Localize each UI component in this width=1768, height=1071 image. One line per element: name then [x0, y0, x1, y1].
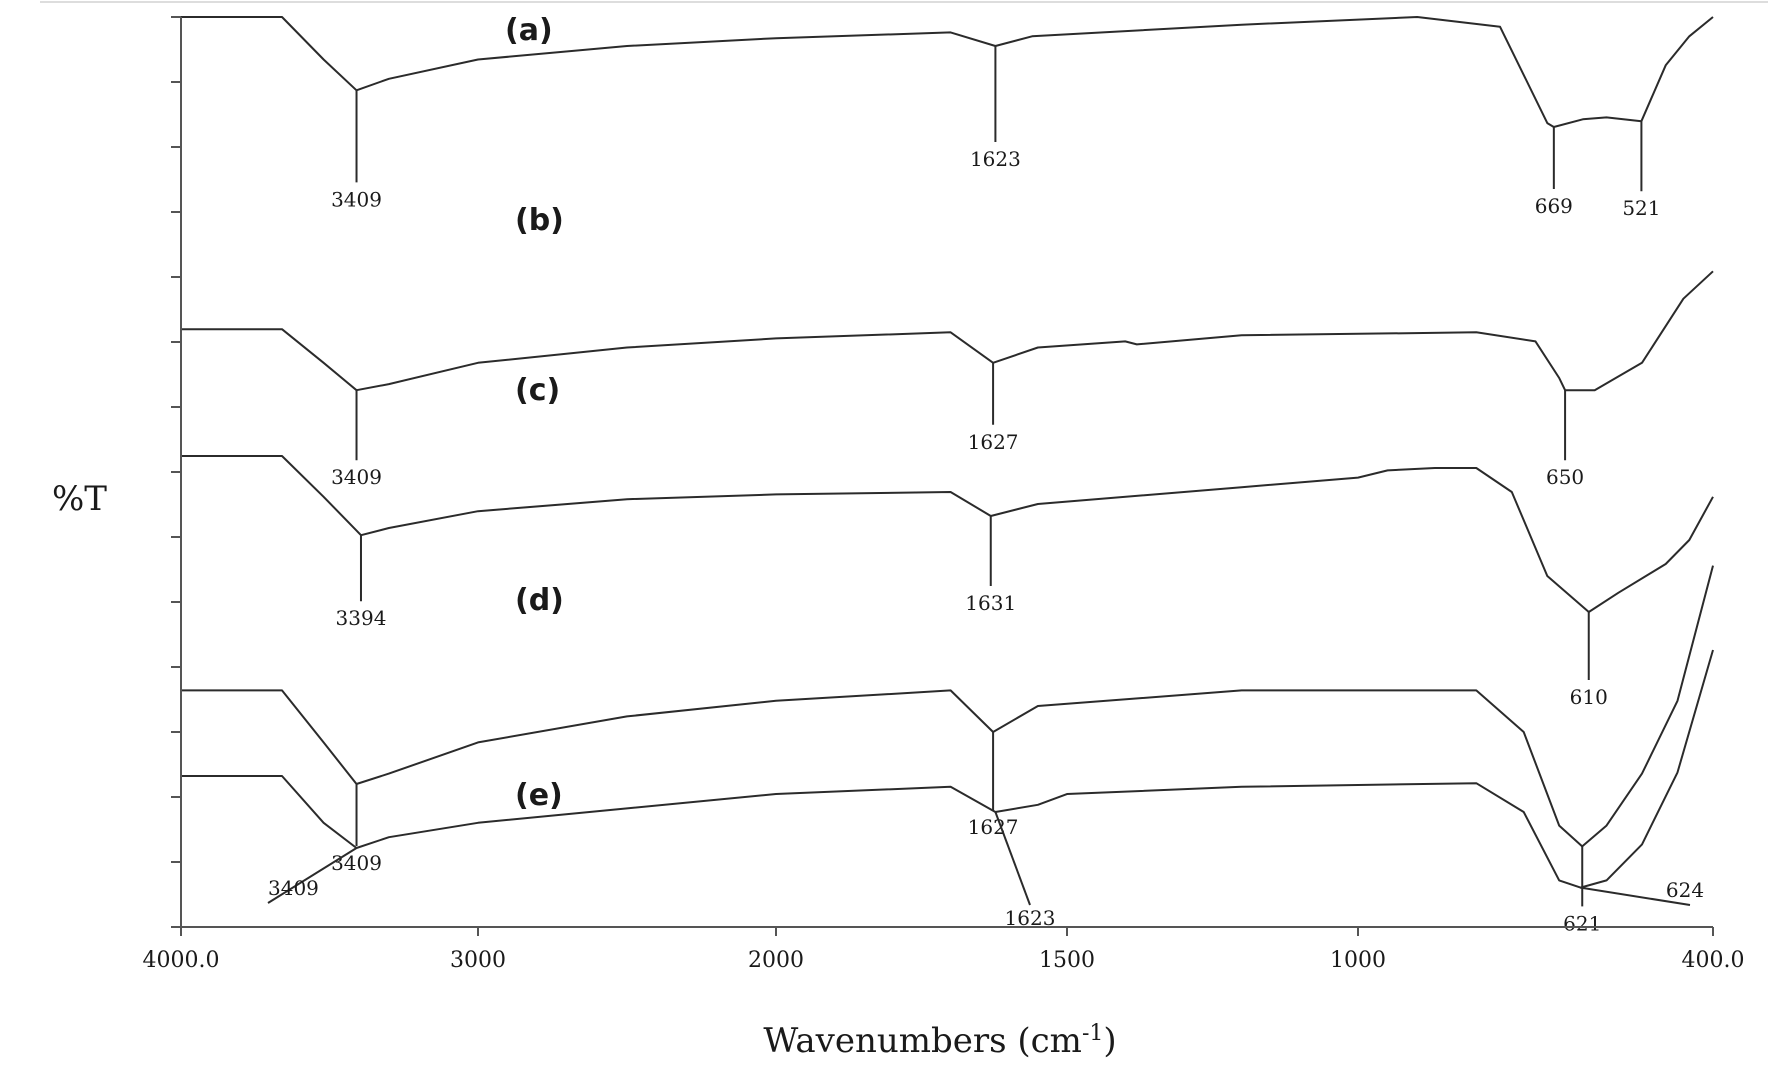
peak-label: 621: [1563, 911, 1601, 935]
x-tick-label: 3000: [450, 948, 506, 973]
spectrum-line-b: [181, 270, 1714, 392]
x-axis-label: Wavenumbers (cm-1): [763, 1021, 1116, 1061]
x-axis-label-superscript: -1: [1082, 1021, 1103, 1046]
peak-label: 521: [1622, 196, 1660, 220]
series-c: (c) 3394 1631 610: [181, 373, 1714, 709]
x-tick-label: 1000: [1330, 948, 1386, 973]
y-axis-label: %T: [52, 479, 107, 519]
peak-label: 3409: [268, 876, 319, 900]
series-label: (a): [505, 13, 553, 48]
x-ticks: 4000.0 3000 2000 1500 1000 400.0: [143, 927, 1745, 973]
peak-label: 3394: [336, 606, 387, 630]
series-a: (a) 3409 1623 669 521: [181, 13, 1714, 220]
peak-label: 669: [1535, 194, 1573, 218]
peak-label: 650: [1546, 465, 1584, 489]
series-b: (b) 3409 1627 650: [181, 203, 1714, 489]
spectrum-line-d: [181, 565, 1714, 848]
x-tick-label: 4000.0: [143, 948, 220, 973]
peak-leader: [267, 847, 358, 904]
peak-label: 610: [1570, 685, 1608, 709]
peak-label: 1627: [968, 815, 1019, 839]
spectrum-line-e: [181, 649, 1714, 889]
x-tick-label: 1500: [1039, 948, 1095, 973]
peak-label: 624: [1666, 878, 1704, 902]
peak-label: 3409: [331, 851, 382, 875]
peak-label: 1631: [965, 591, 1016, 615]
x-axis-label-close: ): [1103, 1021, 1116, 1061]
x-tick-label: 400.0: [1682, 948, 1745, 973]
series-label: (c): [515, 373, 560, 408]
peak-label: 1623: [970, 147, 1021, 171]
series-label: (b): [515, 203, 564, 238]
series-label: (d): [515, 583, 564, 618]
peak-label: 3409: [331, 465, 382, 489]
peak-leader: [1580, 886, 1691, 906]
peak-label: 1627: [968, 430, 1019, 454]
x-tick-label: 2000: [748, 948, 804, 973]
series-layer: (a) 3409 1623 669 521 (b) 3409 1627 650 (c) 3394 16…: [181, 13, 1714, 935]
peak-label: 3409: [331, 187, 382, 211]
x-axis-label-main: Wavenumbers (cm: [763, 1021, 1082, 1061]
series-d: (d) 3409 1627 621: [181, 565, 1714, 935]
y-ticks: [171, 16, 181, 928]
series-label: (e): [515, 778, 563, 813]
peak-leader: [994, 811, 1031, 906]
spectrum-line-c: [181, 455, 1714, 613]
spectrum-line-a: [181, 16, 1714, 128]
